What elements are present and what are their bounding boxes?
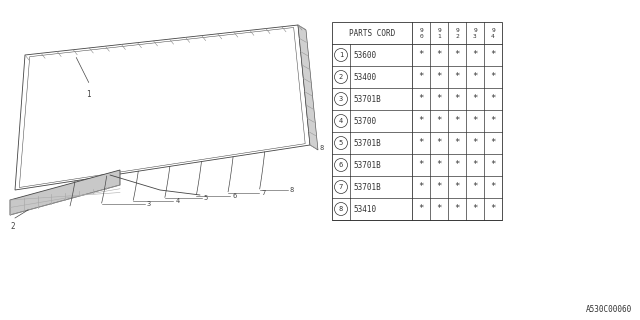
Text: 1: 1 (86, 90, 90, 99)
Text: *: * (472, 94, 477, 103)
Text: 4: 4 (491, 34, 495, 38)
Text: *: * (490, 51, 496, 60)
Text: *: * (490, 161, 496, 170)
Text: 6: 6 (339, 162, 343, 168)
Text: *: * (472, 161, 477, 170)
Text: 9: 9 (419, 28, 423, 33)
Text: 7: 7 (261, 190, 266, 196)
Text: *: * (454, 139, 460, 148)
Text: 53600: 53600 (353, 51, 376, 60)
Text: 1: 1 (437, 34, 441, 38)
Text: *: * (436, 94, 442, 103)
Text: *: * (454, 161, 460, 170)
Text: *: * (419, 73, 424, 82)
Text: *: * (490, 116, 496, 125)
Text: *: * (454, 94, 460, 103)
Text: 2: 2 (11, 222, 15, 231)
Text: A530C00060: A530C00060 (586, 305, 632, 314)
Bar (332, 22, 502, 220)
Text: *: * (436, 116, 442, 125)
Text: *: * (454, 204, 460, 213)
Text: *: * (436, 161, 442, 170)
Text: 53410: 53410 (353, 204, 376, 213)
Text: *: * (436, 182, 442, 191)
Text: 1: 1 (339, 52, 343, 58)
Text: *: * (419, 116, 424, 125)
Text: *: * (490, 139, 496, 148)
Text: 5: 5 (204, 196, 208, 201)
Text: *: * (419, 51, 424, 60)
Text: 53700: 53700 (353, 116, 376, 125)
Text: *: * (490, 73, 496, 82)
Text: 3: 3 (147, 201, 151, 207)
Text: 53400: 53400 (353, 73, 376, 82)
Text: *: * (454, 51, 460, 60)
Text: 0: 0 (419, 34, 423, 38)
Polygon shape (298, 25, 318, 150)
Text: *: * (419, 204, 424, 213)
Text: *: * (436, 51, 442, 60)
Text: 3: 3 (473, 34, 477, 38)
Text: 8: 8 (339, 206, 343, 212)
Text: 9: 9 (491, 28, 495, 33)
Text: *: * (472, 73, 477, 82)
Text: *: * (454, 182, 460, 191)
Text: *: * (490, 182, 496, 191)
Text: *: * (419, 182, 424, 191)
Text: 2: 2 (455, 34, 459, 38)
Text: 53701B: 53701B (353, 161, 381, 170)
Text: 8: 8 (320, 145, 324, 151)
Text: 53701B: 53701B (353, 94, 381, 103)
Text: PARTS CORD: PARTS CORD (349, 28, 395, 37)
Text: 4: 4 (175, 198, 179, 204)
Text: 5: 5 (339, 140, 343, 146)
Text: 53701B: 53701B (353, 139, 381, 148)
Text: *: * (472, 51, 477, 60)
Polygon shape (10, 170, 120, 215)
Text: *: * (472, 116, 477, 125)
Text: 8: 8 (290, 187, 294, 193)
Text: 53701B: 53701B (353, 182, 381, 191)
Text: *: * (436, 204, 442, 213)
Text: 9: 9 (455, 28, 459, 33)
Text: *: * (472, 182, 477, 191)
Text: *: * (419, 94, 424, 103)
Text: 2: 2 (339, 74, 343, 80)
Text: *: * (490, 204, 496, 213)
Text: *: * (472, 204, 477, 213)
Text: 3: 3 (339, 96, 343, 102)
Text: *: * (490, 94, 496, 103)
Text: 9: 9 (437, 28, 441, 33)
Text: *: * (419, 161, 424, 170)
Text: 9: 9 (473, 28, 477, 33)
Text: *: * (436, 139, 442, 148)
Text: *: * (419, 139, 424, 148)
Text: *: * (454, 116, 460, 125)
Text: 6: 6 (232, 193, 237, 198)
Text: *: * (436, 73, 442, 82)
Text: 4: 4 (339, 118, 343, 124)
Text: 7: 7 (339, 184, 343, 190)
Text: *: * (454, 73, 460, 82)
Text: *: * (472, 139, 477, 148)
